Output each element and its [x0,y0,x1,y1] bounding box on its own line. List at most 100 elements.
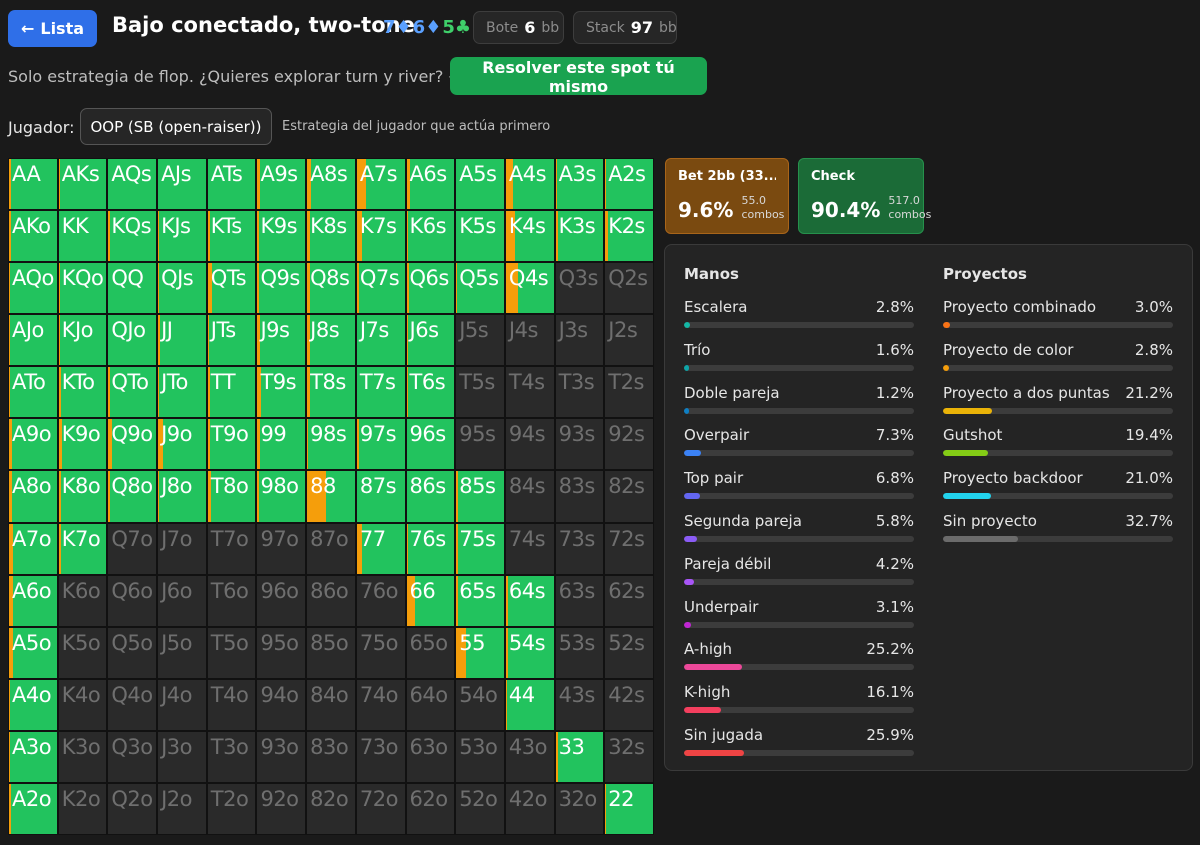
hand-cell[interactable]: J8o [157,470,207,523]
solve-spot-button[interactable]: Resolver este spot tú mismo [450,57,707,96]
hand-cell[interactable]: T5s [455,366,505,419]
hand-cell[interactable]: K5o [57,626,108,679]
hand-cell[interactable]: A9s [256,158,307,211]
hand-cell[interactable]: QJo [107,314,158,367]
hand-cell[interactable]: Q4s [504,262,555,315]
hand-cell[interactable]: AKs [57,158,108,211]
hand-cell[interactable]: TT [206,366,257,419]
hand-cell[interactable]: 22 [604,782,654,835]
hand-cell[interactable]: Q5s [455,262,505,315]
hand-cell[interactable]: AQo [8,262,58,315]
hand-cell[interactable]: Q2o [107,782,158,835]
hand-cell[interactable]: 87o [306,522,356,575]
hand-cell[interactable]: T9o [206,418,257,471]
hand-cell[interactable]: 63s [554,574,605,627]
hand-cell[interactable]: 75s [455,522,505,575]
hand-cell[interactable]: K7o [57,522,108,575]
hand-cell[interactable]: 53o [455,730,505,783]
hand-cell[interactable]: AJs [157,158,207,211]
hand-cell[interactable]: K4s [504,210,555,263]
hand-cell[interactable]: J3s [554,314,605,367]
hand-cell[interactable]: Q5o [107,626,158,679]
hand-cell[interactable]: AKo [8,210,58,263]
hand-cell[interactable]: T2s [604,366,654,419]
hand-cell[interactable]: T8s [306,366,356,419]
hand-cell[interactable]: 92s [604,418,654,471]
hand-cell[interactable]: 93s [554,418,605,471]
hand-cell[interactable]: KQs [107,210,158,263]
hand-cell[interactable]: 72s [604,522,654,575]
hand-cell[interactable]: 32o [554,782,605,835]
hand-cell[interactable]: K4o [57,678,108,731]
hand-cell[interactable]: J2s [604,314,654,367]
hand-cell[interactable]: K6s [405,210,456,263]
hand-cell[interactable]: 55 [455,626,505,679]
hand-cell[interactable]: 62o [405,782,456,835]
hand-cell[interactable]: Q7o [107,522,158,575]
hand-cell[interactable]: 65o [405,626,456,679]
hand-cell[interactable]: A5o [8,626,58,679]
hand-cell[interactable]: J9o [157,418,207,471]
hand-cell[interactable]: A8s [306,158,356,211]
hand-cell[interactable]: 83o [306,730,356,783]
hand-cell[interactable]: 85o [306,626,356,679]
hand-cell[interactable]: Q4o [107,678,158,731]
hand-cell[interactable]: A8o [8,470,58,523]
hand-cell[interactable]: 64o [405,678,456,731]
hand-cell[interactable]: 43s [554,678,605,731]
hand-cell[interactable]: J4s [504,314,555,367]
hand-cell[interactable]: 95o [256,626,307,679]
hand-cell[interactable]: 85s [455,470,505,523]
hand-cell[interactable]: 99 [256,418,307,471]
hand-cell[interactable]: J7s [355,314,406,367]
hand-cell[interactable]: 42s [604,678,654,731]
hand-cell[interactable]: 86s [405,470,456,523]
action-card-check[interactable]: Check 90.4% 517.0 combos [798,158,931,234]
hand-cell[interactable]: K5s [455,210,505,263]
hand-cell[interactable]: 75o [355,626,406,679]
hand-cell[interactable]: T3s [554,366,605,419]
hand-cell[interactable]: J8s [306,314,356,367]
hand-cell[interactable]: K8s [306,210,356,263]
hand-cell[interactable]: T4o [206,678,257,731]
hand-cell[interactable]: J2o [157,782,207,835]
hand-cell[interactable]: 53s [554,626,605,679]
hand-cell[interactable]: J3o [157,730,207,783]
hand-cell[interactable]: K7s [355,210,406,263]
hand-cell[interactable]: K8o [57,470,108,523]
hand-cell[interactable]: 42o [504,782,555,835]
hand-cell[interactable]: T7s [355,366,406,419]
action-card-bet[interactable]: Bet 2bb (33... 9.6% 55.0 combos [665,158,789,234]
hand-cell[interactable]: J7o [157,522,207,575]
hand-cell[interactable]: K9o [57,418,108,471]
hand-cell[interactable]: 54s [504,626,555,679]
hand-cell[interactable]: T3o [206,730,257,783]
hand-cell[interactable]: KTs [206,210,257,263]
hand-cell[interactable]: A5s [455,158,505,211]
hand-cell[interactable]: 63o [405,730,456,783]
hand-cell[interactable]: T9s [256,366,307,419]
hand-cell[interactable]: QTo [107,366,158,419]
hand-cell[interactable]: T4s [504,366,555,419]
back-to-list-button[interactable]: ← Lista [8,10,97,47]
hand-cell[interactable]: Q8o [107,470,158,523]
hand-cell[interactable]: T5o [206,626,257,679]
hand-cell[interactable]: A4o [8,678,58,731]
hand-cell[interactable]: 83s [554,470,605,523]
hand-cell[interactable]: QQ [107,262,158,315]
hand-cell[interactable]: 33 [554,730,605,783]
hand-cell[interactable]: 62s [604,574,654,627]
hand-cell[interactable]: J5s [455,314,505,367]
hand-cell[interactable]: 94o [256,678,307,731]
hand-cell[interactable]: 52s [604,626,654,679]
hand-cell[interactable]: K3o [57,730,108,783]
hand-cell[interactable]: 82o [306,782,356,835]
hand-cell[interactable]: A3s [554,158,605,211]
hand-cell[interactable]: 96o [256,574,307,627]
hand-cell[interactable]: ATo [8,366,58,419]
hand-cell[interactable]: Q7s [355,262,406,315]
hand-cell[interactable]: T2o [206,782,257,835]
hand-cell[interactable]: 84s [504,470,555,523]
hand-cell[interactable]: AJo [8,314,58,367]
hand-cell[interactable]: A6o [8,574,58,627]
